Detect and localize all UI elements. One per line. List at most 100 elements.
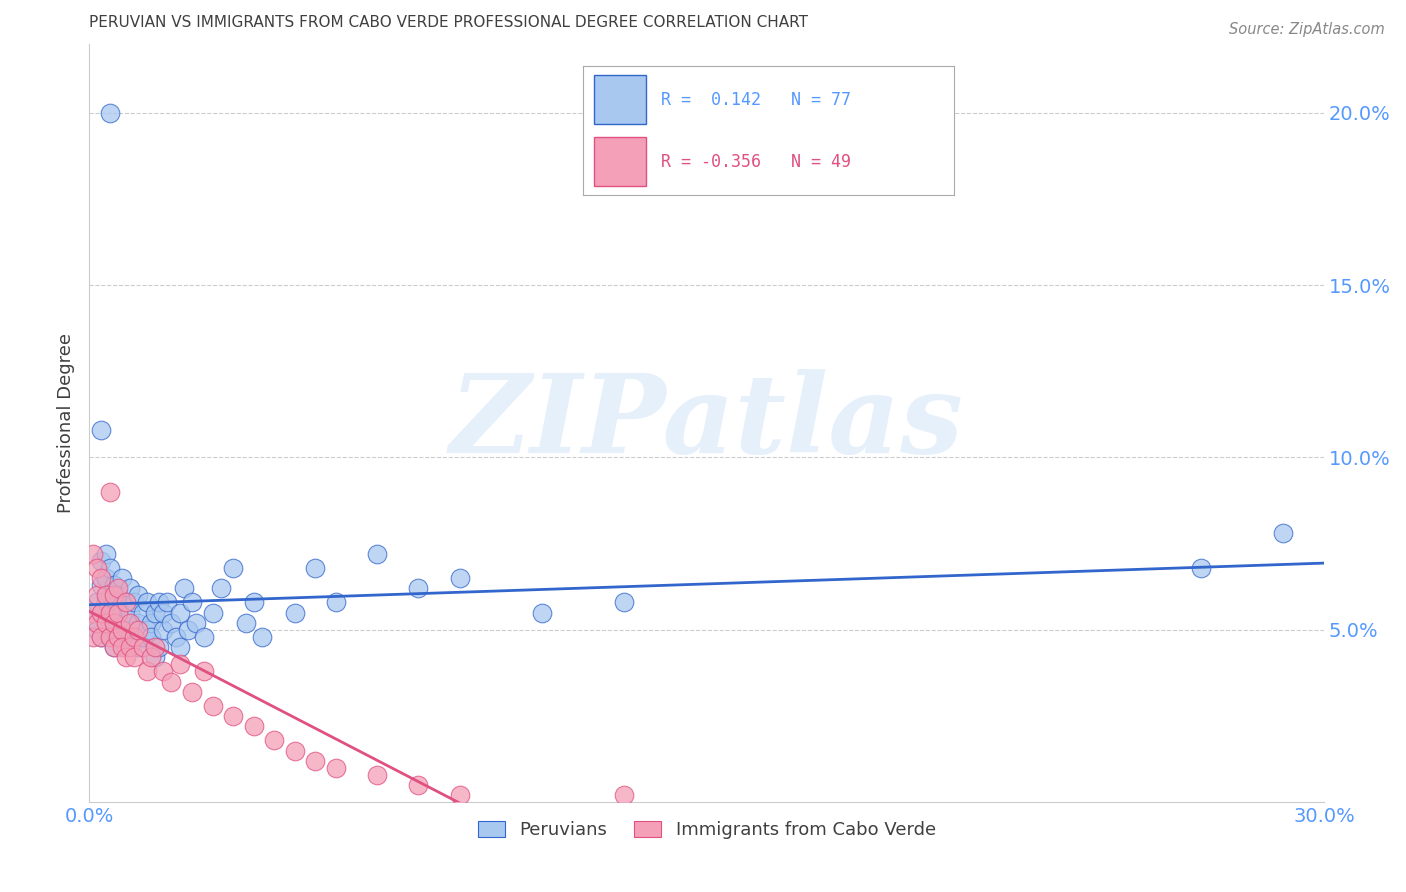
Point [135,665,157,679]
Point [284,606,307,620]
Point [143,650,166,665]
Point [94,571,117,585]
Point [325,761,347,775]
Point [103,640,125,654]
Point [94,615,117,630]
Point [90,606,112,620]
Point [124,630,146,644]
Point [103,615,125,630]
Point [143,606,166,620]
Point [103,588,125,602]
Point [103,606,125,620]
Point [94,588,117,602]
Point [127,588,149,602]
Point [284,743,307,757]
Y-axis label: Professional Degree: Professional Degree [58,333,75,513]
Point [111,630,134,644]
Point [304,754,326,768]
Point [90,606,112,620]
Point [131,630,153,644]
Point [131,640,153,654]
Point [530,606,553,620]
Point [242,719,264,733]
Point [120,615,142,630]
Point [82,606,104,620]
Point [98,630,121,644]
Point [90,630,112,644]
Point [86,623,108,637]
Point [449,571,471,585]
Point [82,613,104,627]
Point [120,640,142,654]
Point [201,698,224,713]
Point [222,561,245,575]
Point [111,623,134,637]
Point [152,623,174,637]
Point [177,623,200,637]
Point [86,588,108,602]
Point [107,588,129,602]
Point [124,623,146,637]
Point [152,665,174,679]
Point [250,630,273,644]
Point [181,595,204,609]
Point [209,582,232,596]
Point [94,595,117,609]
Point [366,547,388,561]
Point [408,778,430,792]
Point [156,595,179,609]
Point [160,674,183,689]
Point [82,547,104,561]
Point [1189,561,1212,575]
Point [86,615,108,630]
Point [613,595,636,609]
Point [366,767,388,781]
Point [115,640,138,654]
Point [98,484,121,499]
Point [135,595,157,609]
Point [86,595,108,609]
Point [449,789,471,803]
Point [263,733,285,747]
Point [124,595,146,609]
Point [115,615,138,630]
Point [86,561,108,575]
Point [127,623,149,637]
Point [1271,526,1294,541]
Point [98,561,121,575]
Point [98,606,121,620]
Point [82,630,104,644]
Point [139,650,162,665]
Point [152,606,174,620]
Point [107,606,129,620]
Point [181,685,204,699]
Point [173,582,195,596]
Point [184,615,207,630]
Legend: Peruvians, Immigrants from Cabo Verde: Peruvians, Immigrants from Cabo Verde [471,814,943,847]
Point [201,606,224,620]
Point [235,615,257,630]
Text: Source: ZipAtlas.com: Source: ZipAtlas.com [1229,22,1385,37]
Point [139,615,162,630]
Point [304,561,326,575]
Point [111,623,134,637]
Point [98,615,121,630]
Point [103,578,125,592]
Point [90,554,112,568]
Point [222,709,245,723]
Point [94,547,117,561]
Point [120,606,142,620]
Point [160,615,183,630]
Point [98,630,121,644]
Point [131,606,153,620]
Point [169,657,191,672]
Point [165,630,187,644]
Point [98,105,121,120]
Point [120,630,142,644]
Point [139,630,162,644]
Point [111,640,134,654]
Point [135,623,157,637]
Point [98,588,121,602]
Point [143,640,166,654]
Point [90,423,112,437]
